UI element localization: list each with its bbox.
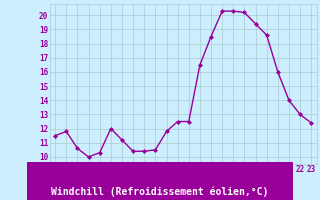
Text: Windchill (Refroidissement éolien,°C): Windchill (Refroidissement éolien,°C)	[51, 187, 269, 197]
